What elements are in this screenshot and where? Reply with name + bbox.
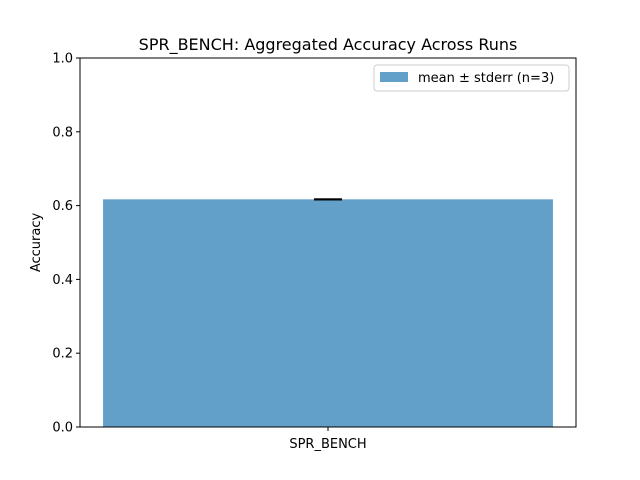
x-tick-label: SPR_BENCH [289,437,366,452]
y-tick-label: 1.0 [52,52,73,67]
bar [103,199,553,427]
x-axis: SPR_BENCH [289,427,367,452]
y-axis: 0.0 0.2 0.4 0.6 0.8 1.0 [52,52,80,436]
legend-swatch [380,72,408,82]
chart-title: SPR_BENCH: Aggregated Accuracy Across Ru… [139,35,518,55]
legend: mean ± stderr (n=3) [373,64,570,92]
y-tick-label: 0.8 [52,125,73,140]
y-tick-label: 0.0 [52,421,73,436]
legend-box [373,64,570,92]
y-tick-label: 0.2 [52,347,73,362]
y-axis-label: Accuracy [29,213,44,273]
y-tick-label: 0.6 [52,199,73,214]
plot-marks [103,198,553,427]
legend-label: mean ± stderr (n=3) [418,71,554,86]
y-tick-label: 0.4 [52,273,73,288]
